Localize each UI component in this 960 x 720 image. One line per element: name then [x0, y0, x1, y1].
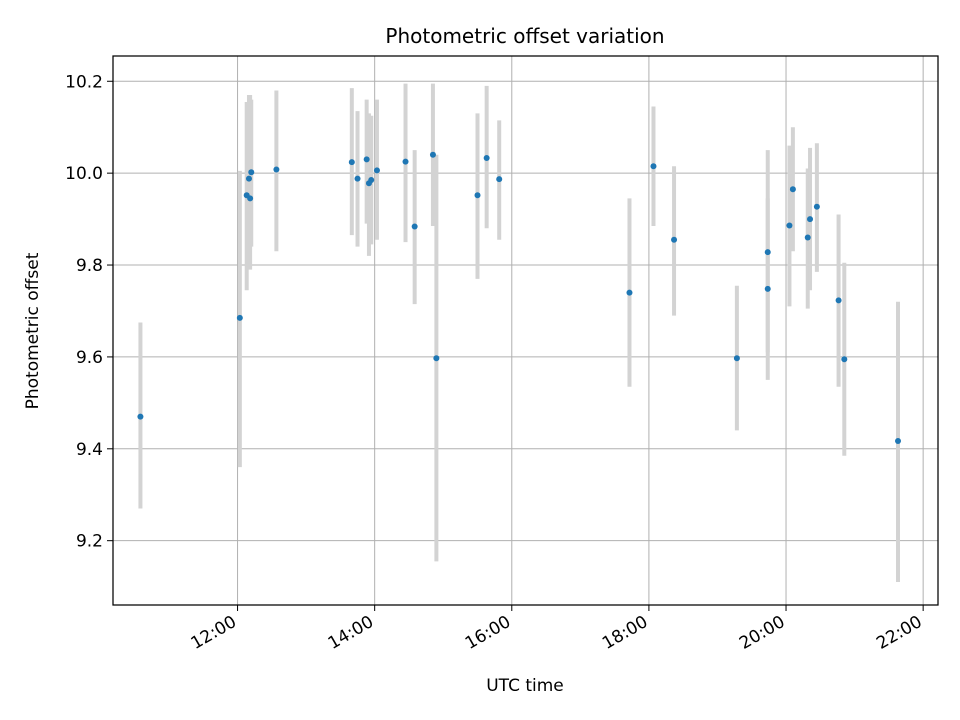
- data-point: [429, 151, 436, 158]
- data-point: [786, 222, 793, 229]
- data-point: [496, 176, 503, 183]
- data-point: [363, 156, 370, 163]
- data-point: [841, 356, 848, 363]
- y-tick-label: 10.2: [65, 72, 103, 92]
- data-point: [248, 169, 255, 176]
- data-point: [245, 175, 252, 182]
- data-point: [474, 192, 481, 199]
- data-point: [402, 158, 409, 165]
- data-point: [764, 249, 771, 256]
- y-tick-label: 9.2: [76, 532, 103, 552]
- data-point: [348, 159, 355, 166]
- data-point: [764, 285, 771, 292]
- data-point: [650, 163, 657, 170]
- data-point: [807, 216, 814, 223]
- y-tick-label: 9.4: [76, 440, 103, 460]
- x-axis-label: UTC time: [486, 676, 564, 696]
- y-axis-label: Photometric offset: [23, 252, 43, 409]
- data-point: [626, 289, 633, 296]
- data-point: [368, 177, 375, 184]
- data-point: [411, 223, 418, 230]
- plot-frame: [112, 55, 939, 606]
- data-point: [733, 355, 740, 362]
- data-point: [804, 234, 811, 241]
- data-point: [789, 186, 796, 193]
- data-point: [247, 195, 254, 202]
- data-point: [137, 413, 144, 420]
- data-point: [354, 175, 361, 182]
- y-tick-label: 10.0: [65, 164, 103, 184]
- data-point: [835, 297, 842, 304]
- data-point: [895, 437, 902, 444]
- data-point: [671, 236, 678, 243]
- y-tick-label: 9.6: [76, 348, 103, 368]
- data-point: [813, 203, 820, 210]
- data-point: [273, 166, 280, 173]
- y-tick-label: 9.8: [76, 256, 103, 276]
- y-axis-ticks: 9.2 9.4 9.6 9.8 10.0 10.2: [65, 72, 113, 552]
- data-points: [137, 151, 902, 444]
- chart-title: Photometric offset variation: [385, 24, 664, 48]
- data-point: [373, 167, 380, 174]
- data-point: [433, 355, 440, 362]
- data-point: [483, 154, 490, 161]
- data-point: [236, 314, 243, 321]
